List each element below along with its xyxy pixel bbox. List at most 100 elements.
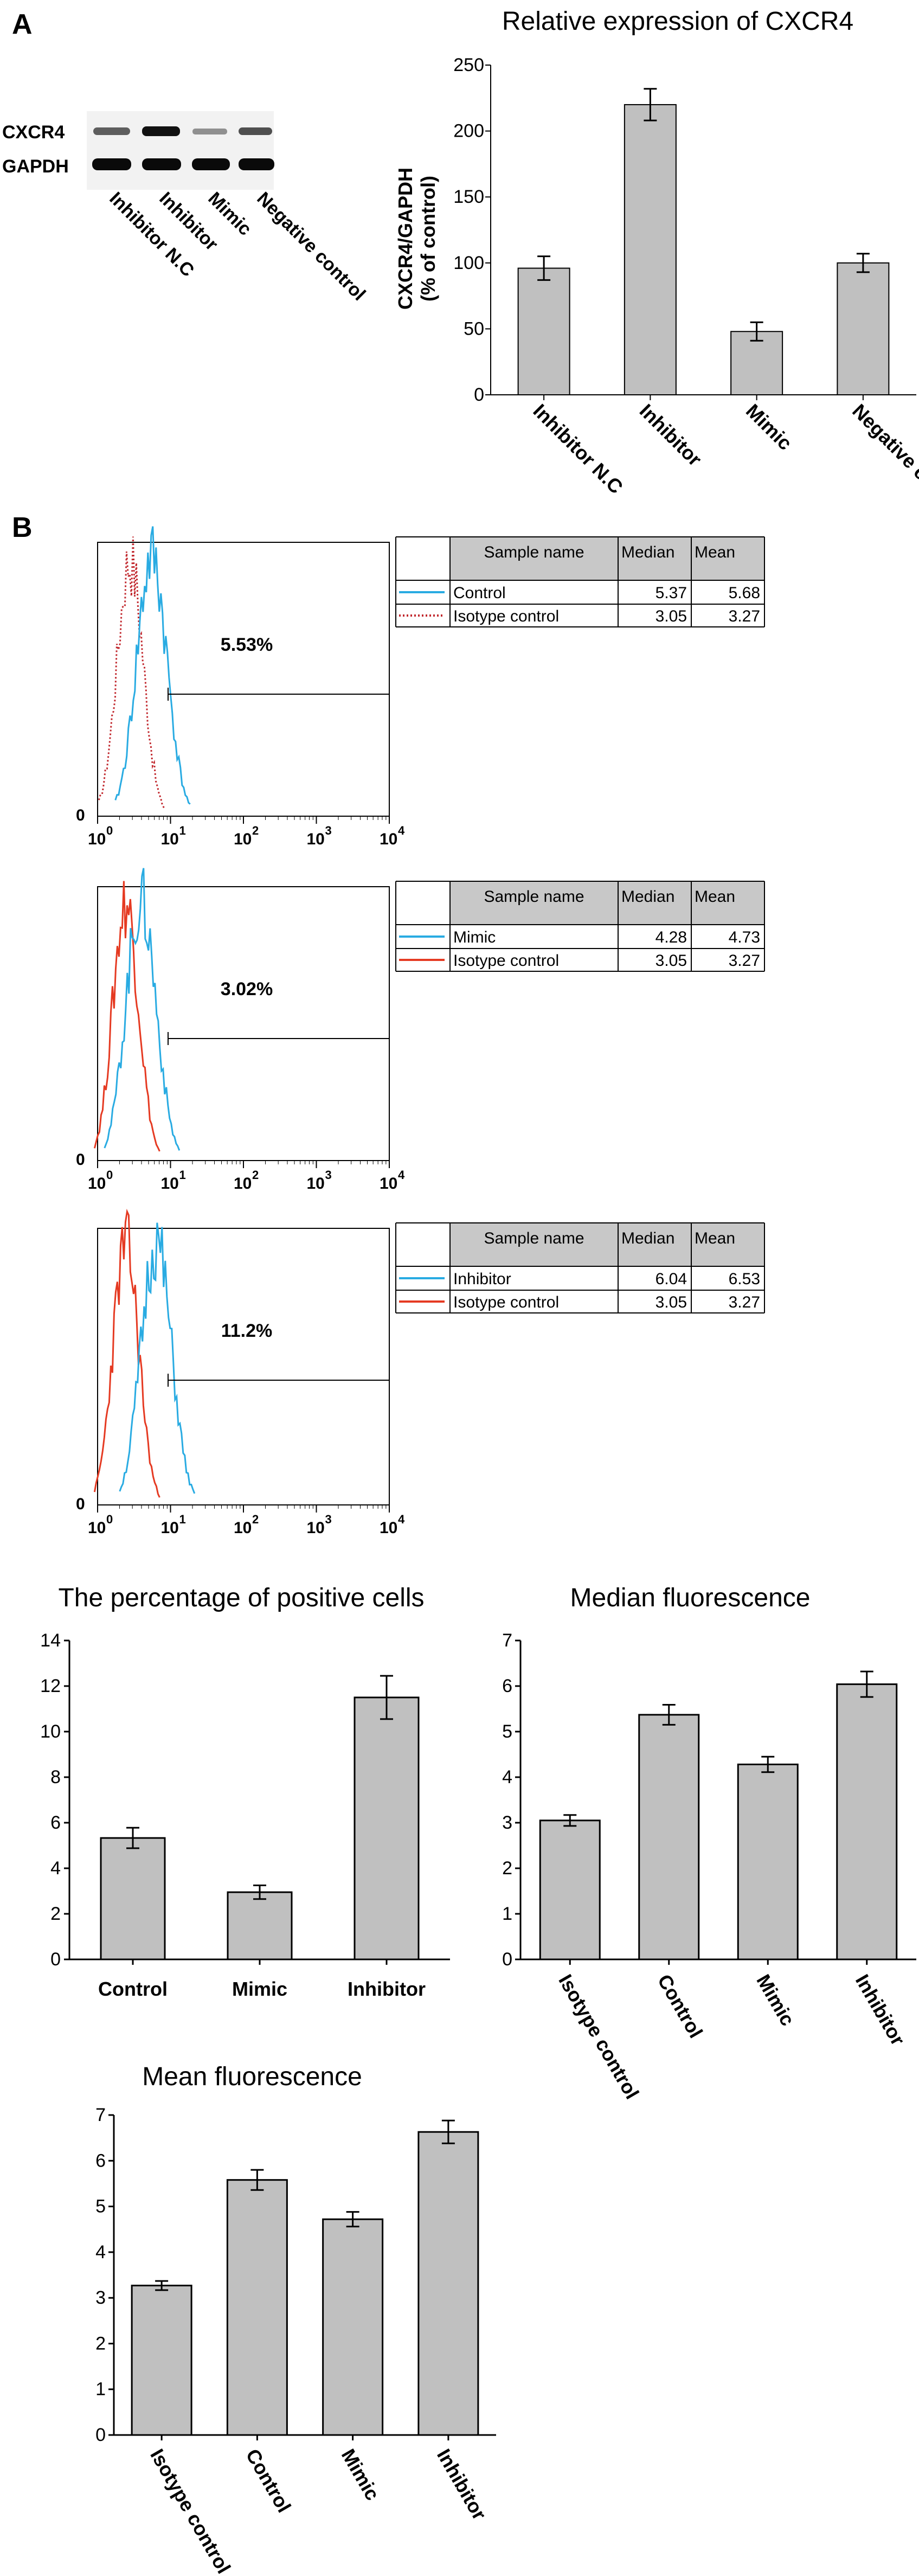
log-tick-label: 10 [234,830,252,848]
table-header-median: Median [621,543,674,561]
y-axis-title-line: (% of control) [417,176,439,302]
x-category-label-group: Mimic [742,400,796,454]
log-tick-label: 10 [234,1175,252,1193]
x-category-label-group: Inhibitor [433,2445,491,2524]
y-tick-label: 12 [40,1676,61,1696]
log-tick-exponent: 0 [106,1168,113,1182]
chart-title: Median fluorescence [570,1584,811,1612]
y-tick-label: 3 [95,2287,106,2308]
x-category-label: Mimic [742,400,796,454]
x-category-label: Inhibitor [635,400,706,471]
bar [836,1683,898,1960]
x-category-label: Mimic [232,1978,287,2000]
y-tick-label: 6 [95,2150,106,2171]
table-header-bg [450,537,764,580]
x-category-label-group: Inhibitor [635,400,706,471]
sample-histogram [114,526,191,805]
table-mean-value: 6.53 [729,1270,760,1288]
blot-lane-label: Negative control [253,188,369,305]
y-tick-label: 1 [95,2379,106,2400]
log-tick-exponent: 1 [179,1513,186,1526]
table-mean-value: 4.73 [729,928,760,946]
table-header-mean: Mean [695,1229,735,1247]
y-tick-label: 4 [502,1767,512,1787]
bar [624,104,677,395]
y-tick-label: 7 [95,2105,106,2125]
sample-histogram [104,868,181,1151]
table-mean-value: 3.27 [729,1293,760,1311]
log-tick-label: 10 [161,830,179,848]
table-header-median: Median [621,888,674,906]
table-sample-name: Mimic [453,928,496,946]
log-tick-label: 10 [234,1519,252,1537]
log-tick-exponent: 2 [252,1168,259,1182]
cxcr4-bands [93,126,272,136]
log-tick-exponent: 0 [106,824,113,837]
y-tick-label: 8 [50,1767,61,1787]
x-category-label-group: Control [653,1971,707,2042]
table-mean-value: 5.68 [729,584,760,602]
y-tick-label: 7 [502,1630,512,1651]
y-tick-label: 4 [50,1858,61,1879]
x-category-label-group: Mimic [752,1971,799,2030]
table-median-value: 6.04 [655,1270,687,1288]
bar [730,331,783,395]
x-category-label: Control [98,1978,168,2000]
y-tick-label: 6 [502,1676,512,1696]
y-tick-label: 10 [40,1721,61,1742]
y-zero-label: 0 [76,1151,85,1169]
table-median-value: 4.28 [655,928,687,946]
x-category-label-group: Negative control [848,400,919,523]
y-tick-label: 50 [464,318,484,339]
table-median-value: 3.05 [655,1293,687,1311]
x-category-label-group: Inhibitor [851,1971,909,2049]
log-tick-exponent: 3 [325,1168,332,1182]
bar [131,2284,192,2436]
table-header-mean: Mean [695,888,735,906]
panel-label-a: A [12,9,33,40]
y-zero-label: 0 [76,1495,85,1513]
bar [227,1891,293,1960]
chart-mean-fluorescence: Mean fluorescence 0 1 2 3 4 5 6 7 Isotype control… [95,2062,496,2576]
y-tick-label: 6 [50,1812,61,1833]
bar [417,2131,479,2436]
log-tick-label: 10 [88,1175,106,1193]
log-tick-exponent: 1 [179,1168,186,1182]
y-zero-label: 0 [76,806,85,824]
log-tick-exponent: 4 [398,1513,405,1526]
y-tick-label: 5 [95,2196,106,2217]
x-category-label-group: Isotype control [146,2445,235,2576]
bar [737,1763,799,1960]
log-tick-exponent: 3 [325,824,332,837]
chart-relative-expression: Relative expression of CXCR4 0 50 100 150 200… [394,7,919,523]
bar [837,262,890,395]
table-header-name: Sample name [484,888,584,906]
table-header-bg [450,1223,764,1266]
table-sample-name: Isotype control [453,1293,559,1311]
x-category-label-group: Inhibitor N.C [529,400,627,498]
isotype-histogram [93,1208,160,1498]
blot-row-label-gapdh: GAPDH [2,156,69,177]
stats-table: Sample name Median Mean Inhibitor 6.04 6.53 Is… [395,1222,765,1313]
table-header-bg [450,881,764,925]
table-mean-value: 3.27 [729,607,760,625]
y-tick-label: 0 [50,1949,61,1970]
table-median-value: 3.05 [655,952,687,970]
x-category-label: Mimic [752,1971,799,2030]
log-tick-label: 10 [380,1175,397,1193]
y-tick-label: 0 [502,1949,512,1970]
x-category-label: Inhibitor [433,2445,491,2524]
y-tick-label: 2 [95,2333,106,2354]
panel-label-b: B [12,512,33,543]
positive-percentage-label: 5.53% [221,635,273,655]
histogram-frame [97,542,390,817]
flow-histogram-control: 010 0 10 1 10 2 10 3 10 45.53%Sample name Median Me… [76,526,765,848]
blot-image [87,111,274,190]
log-tick-label: 10 [161,1175,179,1193]
table-header-name: Sample name [484,1229,584,1247]
y-tick-label: 2 [502,1858,512,1879]
y-tick-label: 100 [453,253,484,273]
y-tick-label: 0 [474,385,484,405]
table-sample-name: Isotype control [453,607,559,625]
